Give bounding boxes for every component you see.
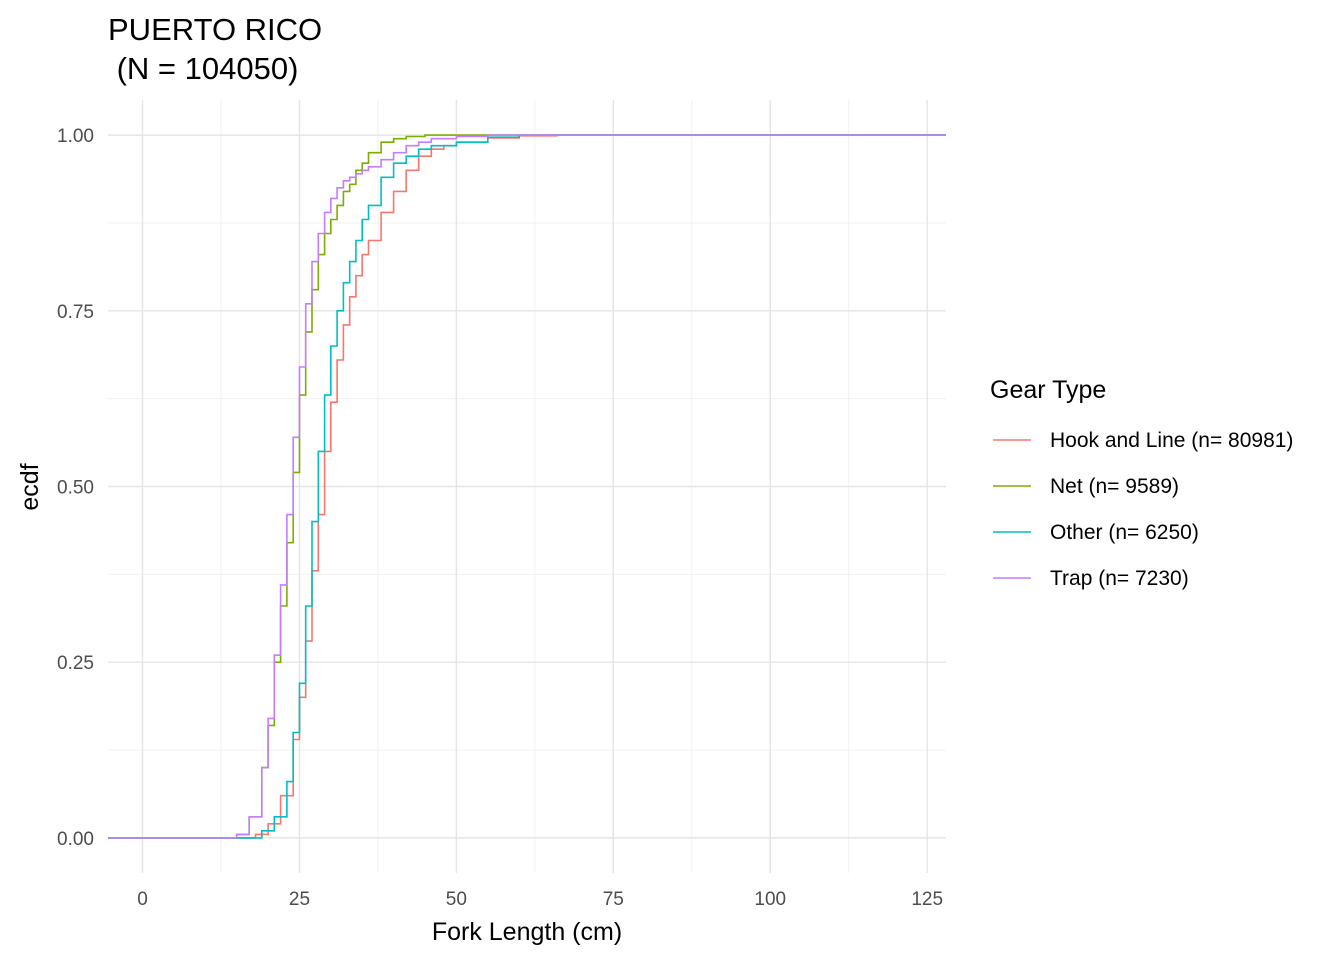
y-tick-label: 0.75 bbox=[57, 302, 94, 323]
y-tick-label: 0.25 bbox=[57, 653, 94, 674]
legend-label-1: Net (n= 9589) bbox=[1050, 475, 1179, 498]
grid-lines bbox=[108, 100, 946, 873]
x-tick-label: 125 bbox=[911, 889, 943, 910]
chart-title: PUERTO RICO bbox=[108, 12, 322, 47]
x-axis-title: Fork Length (cm) bbox=[432, 918, 622, 946]
x-tick-label: 0 bbox=[137, 889, 148, 910]
legend-label-3: Trap (n= 7230) bbox=[1050, 567, 1189, 590]
y-tick-label: 1.00 bbox=[57, 126, 94, 147]
legend-title: Gear Type bbox=[990, 376, 1106, 404]
legend-label-2: Other (n= 6250) bbox=[1050, 521, 1199, 544]
x-tick-label: 50 bbox=[446, 889, 467, 910]
legend-label-0: Hook and Line (n= 80981) bbox=[1050, 429, 1293, 452]
legend: Gear Type Hook and Line (n= 80981) Net (n… bbox=[990, 376, 1293, 590]
chart-subtitle: (N = 104050) bbox=[108, 51, 298, 86]
x-tick-label: 75 bbox=[603, 889, 624, 910]
series-line-2 bbox=[108, 134, 946, 839]
x-tick-label: 100 bbox=[754, 889, 786, 910]
x-tick-label: 25 bbox=[289, 889, 310, 910]
series-line-3 bbox=[108, 134, 946, 839]
y-tick-label: 0.00 bbox=[57, 829, 94, 850]
y-axis-title: ecdf bbox=[16, 463, 44, 510]
series-lines bbox=[108, 134, 946, 839]
tick-labels: 0 25 50 75 100 125 0.00 0.25 0.50 0.75 1.00 bbox=[57, 126, 943, 910]
y-tick-label: 0.50 bbox=[57, 478, 94, 499]
